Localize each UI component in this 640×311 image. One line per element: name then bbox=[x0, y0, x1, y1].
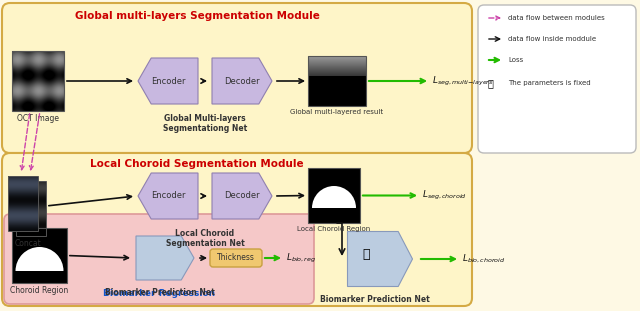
Text: Encoder: Encoder bbox=[151, 77, 185, 86]
Polygon shape bbox=[212, 58, 272, 104]
Text: 🔒: 🔒 bbox=[362, 248, 370, 261]
Text: Local Choroid
Segmentation Net: Local Choroid Segmentation Net bbox=[166, 229, 244, 248]
Text: Global multi-layered result: Global multi-layered result bbox=[291, 109, 383, 115]
Text: The parameters is fixed: The parameters is fixed bbox=[508, 80, 591, 86]
Text: Encoder: Encoder bbox=[151, 192, 185, 201]
Text: Concat: Concat bbox=[15, 239, 42, 248]
Bar bbox=[12, 51, 64, 111]
Bar bbox=[12, 228, 67, 283]
Text: data flow between modules: data flow between modules bbox=[508, 15, 605, 21]
Wedge shape bbox=[15, 247, 63, 271]
Text: 🔒: 🔒 bbox=[487, 78, 493, 88]
Text: $\it{L}_{bio,choroid}$: $\it{L}_{bio,choroid}$ bbox=[462, 253, 506, 265]
FancyBboxPatch shape bbox=[4, 214, 314, 304]
Text: $\it{L}_{seg,choroid}$: $\it{L}_{seg,choroid}$ bbox=[422, 189, 467, 202]
Text: Global multi-layers Segmentation Module: Global multi-layers Segmentation Module bbox=[75, 11, 319, 21]
Text: Decoder: Decoder bbox=[224, 192, 260, 201]
Text: Decoder: Decoder bbox=[224, 77, 260, 86]
Text: $\it{L}_{bio,reg}$: $\it{L}_{bio,reg}$ bbox=[286, 252, 316, 265]
Bar bbox=[8, 176, 38, 231]
Bar bbox=[308, 56, 366, 106]
Polygon shape bbox=[136, 236, 194, 280]
Polygon shape bbox=[138, 58, 198, 104]
Bar bbox=[16, 181, 46, 236]
Text: Biomarker Prediction Net: Biomarker Prediction Net bbox=[105, 288, 215, 297]
Text: Global Multi-layers
Segmentationg Net: Global Multi-layers Segmentationg Net bbox=[163, 114, 247, 133]
Polygon shape bbox=[212, 173, 272, 219]
Wedge shape bbox=[312, 186, 356, 208]
Text: Loss: Loss bbox=[508, 57, 524, 63]
Text: $\it{L}_{seg,multi\mathrm{-}layers}$: $\it{L}_{seg,multi\mathrm{-}layers}$ bbox=[432, 74, 494, 88]
FancyBboxPatch shape bbox=[210, 249, 262, 267]
Bar bbox=[308, 168, 360, 223]
FancyBboxPatch shape bbox=[2, 153, 472, 306]
FancyBboxPatch shape bbox=[2, 3, 472, 153]
Polygon shape bbox=[138, 173, 198, 219]
Polygon shape bbox=[348, 231, 413, 286]
Text: data flow inside moddule: data flow inside moddule bbox=[508, 36, 596, 42]
Text: Local Choroid Segmentation Module: Local Choroid Segmentation Module bbox=[90, 159, 304, 169]
Text: Biomarker Prediction Net: Biomarker Prediction Net bbox=[320, 295, 430, 304]
Text: Local Choroid Region: Local Choroid Region bbox=[298, 226, 371, 232]
Text: Biomarker Regression: Biomarker Regression bbox=[103, 289, 215, 298]
FancyBboxPatch shape bbox=[478, 5, 636, 153]
Text: Choroid Region: Choroid Region bbox=[10, 286, 68, 295]
Text: OCT Image: OCT Image bbox=[17, 114, 59, 123]
Text: Thickness: Thickness bbox=[217, 253, 255, 262]
